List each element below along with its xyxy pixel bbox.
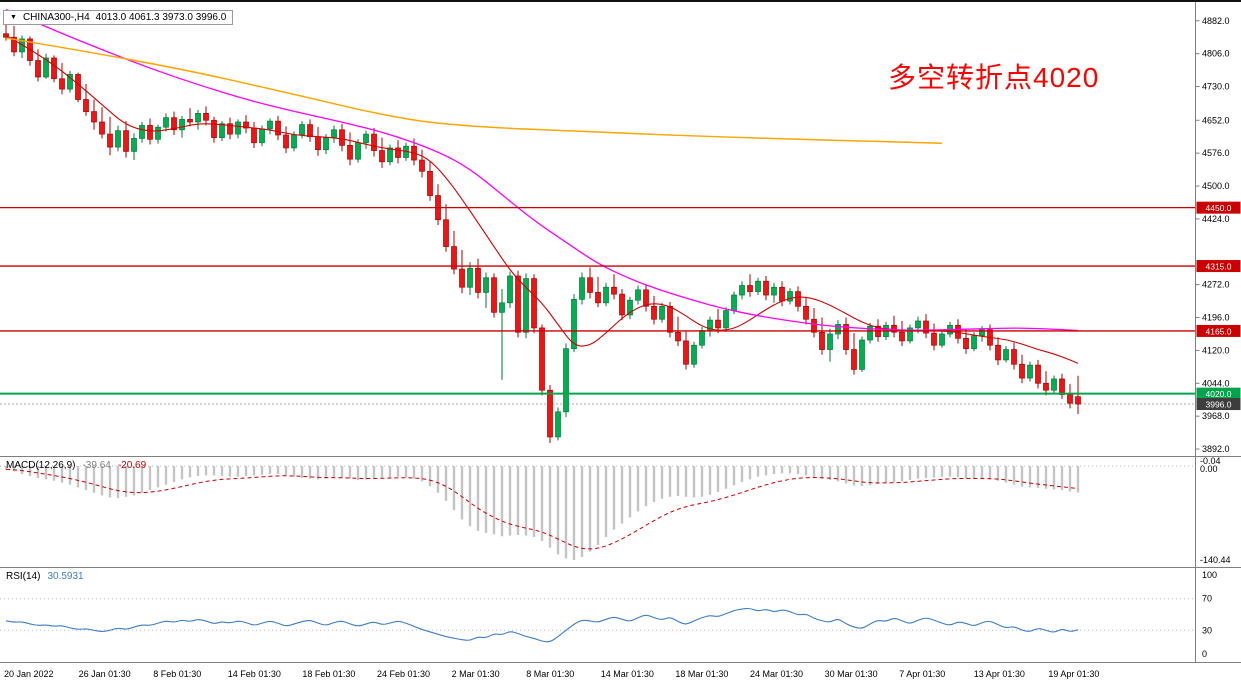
macd-panel: -0.04 0.00 -140.44 MACD(12,26,9) -39.64 -2… <box>0 457 1241 568</box>
price-tick-label: 4806.0 <box>1202 49 1230 59</box>
time-axis-label: 20 Jan 2022 <box>4 669 54 679</box>
rsi-axis[interactable]: 100 70 30 0 <box>1195 568 1218 662</box>
price-tick-label: 4500.0 <box>1202 181 1230 191</box>
time-axis-label: 8 Mar 01:30 <box>526 669 575 679</box>
price-tick-label: 4882.0 <box>1202 16 1230 26</box>
macd-histogram <box>4 466 1080 560</box>
ma-medium-magenta <box>5 8 1079 332</box>
price-level-badge-label: 4450.0 <box>1206 203 1232 213</box>
ma-slow-orange <box>5 37 943 144</box>
chart-annotation: 多空转折点4020 <box>888 62 1100 93</box>
macd-signal-value: -20.69 <box>117 460 147 471</box>
price-tick-label: 4730.0 <box>1202 82 1230 92</box>
macd-axis-label: 0.00 <box>1200 464 1218 474</box>
time-axis-label: 14 Mar 01:30 <box>600 669 654 679</box>
price-tick-label: 4576.0 <box>1202 148 1230 158</box>
time-axis-label: 8 Feb 01:30 <box>153 669 202 679</box>
price-level-badge-label: 4020.0 <box>1206 389 1232 399</box>
price-level-badge <box>1196 398 1241 411</box>
rsi-axis-label: 0 <box>1202 649 1207 659</box>
time-axis-label: 24 Feb 01:30 <box>377 669 431 679</box>
price-tick-label: 4652.0 <box>1202 115 1230 125</box>
price-tick-label: 3892.0 <box>1202 444 1230 454</box>
rsi-label: RSI(14) 30.5931 <box>6 571 84 582</box>
macd-label: MACD(12,26,9) -39.64 -20.69 <box>6 460 146 471</box>
price-level-badge-label: 4315.0 <box>1206 262 1232 272</box>
macd-name: MACD(12,26,9) <box>6 460 76 471</box>
macd-axis-label: -140.44 <box>1200 555 1231 565</box>
price-tick-label: 4044.0 <box>1202 378 1230 388</box>
price-level-badge <box>1196 387 1241 400</box>
price-panel: 4882.0 4806.0 4730.0 4652.0 4576.0 4500.0 4424… <box>0 2 1241 457</box>
time-axis-label: 26 Jan 01:30 <box>78 669 131 679</box>
macd-axis-label: -0.04 <box>1200 457 1221 466</box>
time-axis-label: 19 Apr 01:30 <box>1048 669 1100 679</box>
ohlc-values: 4013.0 4061.3 3973.0 3996.0 <box>95 12 227 23</box>
price-tick-label: 4196.0 <box>1202 313 1230 323</box>
time-axis-label: 30 Mar 01:30 <box>824 669 878 679</box>
rsi-axis-label: 70 <box>1202 594 1212 604</box>
price-level-badge <box>1196 201 1241 214</box>
macd-signal-line <box>5 468 1079 550</box>
time-axis-label: 18 Mar 01:30 <box>675 669 729 679</box>
price-axis[interactable]: 4882.0 4806.0 4730.0 4652.0 4576.0 4500.0 4424… <box>1195 2 1241 456</box>
symbol-title: CHINA300-,H4 <box>22 12 90 23</box>
symbol-title-box[interactable]: ▼ CHINA300-,H4 4013.0 4061.3 3973.0 3996… <box>3 10 234 25</box>
rsi-canvas[interactable]: 100 70 30 0 <box>0 568 1241 662</box>
time-axis-label: 14 Feb 01:30 <box>227 669 281 679</box>
price-tick-label: 4272.0 <box>1202 280 1230 290</box>
symbol-dropdown-icon[interactable]: ▼ <box>10 14 17 21</box>
macd-main-value: -39.64 <box>82 460 111 471</box>
price-tick-label: 4424.0 <box>1202 214 1230 224</box>
price-level-badge <box>1196 324 1241 337</box>
price-level-badge <box>1196 260 1241 273</box>
time-axis[interactable]: 20 Jan 2022 26 Jan 01:30 8 Feb 01:30 14 Feb… <box>0 663 1241 694</box>
rsi-axis-label: 100 <box>1202 570 1217 580</box>
rsi-line <box>5 607 1079 643</box>
rsi-value: 30.5931 <box>47 571 84 582</box>
rsi-panel: 100 70 30 0 RSI(14) 30.5931 <box>0 568 1241 663</box>
price-level-badge-label: 4165.0 <box>1206 326 1232 336</box>
time-axis-label: 24 Mar 01:30 <box>750 669 804 679</box>
time-axis-label: 18 Feb 01:30 <box>302 669 356 679</box>
time-axis-label: 7 Apr 01:30 <box>899 669 946 679</box>
macd-axis[interactable]: -0.040.00 -140.44 <box>1195 457 1231 567</box>
price-tick-label: 4120.0 <box>1202 345 1230 355</box>
price-tick-label: 3968.0 <box>1202 411 1230 421</box>
main-chart-canvas[interactable]: 4882.0 4806.0 4730.0 4652.0 4576.0 4500.0 4424… <box>0 2 1241 456</box>
rsi-axis-label: 30 <box>1202 625 1212 635</box>
time-axis-label: 13 Apr 01:30 <box>973 669 1025 679</box>
price-level-badge-label: 3996.0 <box>1206 400 1232 410</box>
rsi-name: RSI(14) <box>6 571 41 582</box>
window-top-border <box>0 0 1241 2</box>
macd-canvas[interactable]: -0.040.00 -140.44 <box>0 457 1241 567</box>
time-axis-label: 2 Mar 01:30 <box>451 669 500 679</box>
